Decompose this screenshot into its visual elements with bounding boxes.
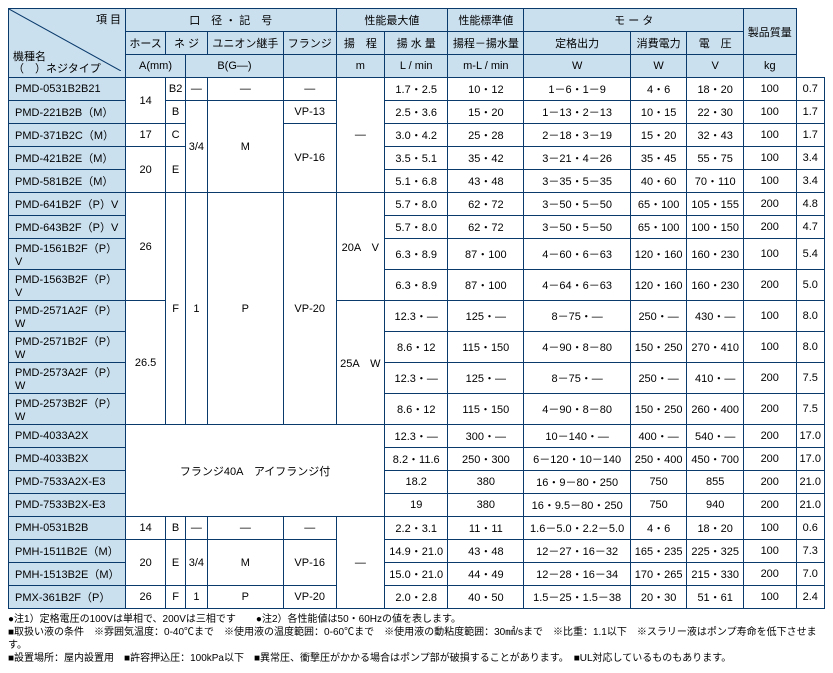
footnotes: ●注1）定格電圧の100Vは単相で、200Vは三相です ●注2）各性能値は50・… <box>8 613 825 665</box>
sh-head: 揚 程 <box>336 32 385 55</box>
sh-volt: 電 圧 <box>687 32 744 55</box>
sh-rated: 定格出力 <box>524 32 630 55</box>
corner-bottom: 機種名 （ ）ネジタイプ <box>13 51 101 75</box>
u-hose: A(mm) <box>126 55 186 78</box>
table-row: PMD-421B2E（M） 20 E 3.5・5.135・423－21・4－26… <box>9 147 825 170</box>
hdr-weight: 製品質量 <box>743 9 796 55</box>
u-hdfl: m-L / min <box>448 55 524 78</box>
sh-hdfl: 揚程－揚水量 <box>448 32 524 55</box>
u-flow: L / min <box>385 55 448 78</box>
u-rated: W <box>524 55 630 78</box>
note-1: ●注1）定格電圧の100Vは単相で、200Vは三相です ●注2）各性能値は50・… <box>8 613 825 626</box>
sh-screw: ネ ジ <box>166 32 208 55</box>
u-screw: B(G—) <box>186 55 284 78</box>
u-volt: V <box>687 55 744 78</box>
hdr-size: 口 径 ・ 記 号 <box>126 9 337 32</box>
sh-flow: 揚 水 量 <box>385 32 448 55</box>
hdr-motor: モ ー タ <box>524 9 744 32</box>
spec-table: 項 目 機種名 （ ）ネジタイプ 口 径 ・ 記 号 性能最大値 性能標準値 モ… <box>8 8 825 609</box>
u-kg: kg <box>743 55 796 78</box>
table-row: PMH-0531B2B 14B ——— — 2.2・3.111・111.6－5.… <box>9 517 825 540</box>
u-blank <box>283 55 336 78</box>
hdr-maxperf: 性能最大値 <box>336 9 448 32</box>
sh-flange: フランジ <box>283 32 336 55</box>
table-row: PMD-641B2F（P）V 26 F 1 P VP-20 20A V 5.7・… <box>9 193 825 216</box>
table-row: PMD-4033A2X フランジ40A アイフランジ付 12.3・—300・—1… <box>9 425 825 448</box>
sh-power: 消費電力 <box>630 32 687 55</box>
table-row: PMD-0531B2B21 14 B2 ——— — 1.7・2.510・121－… <box>9 78 825 101</box>
note-3: ■設置場所：屋内設置用 ■許容押込圧：100kPa以下 ■異常圧、衝撃圧がかかる… <box>8 652 825 665</box>
u-power: W <box>630 55 687 78</box>
corner-cell: 項 目 機種名 （ ）ネジタイプ <box>9 9 126 78</box>
u-head: m <box>336 55 385 78</box>
sh-hose: ホース <box>126 32 166 55</box>
table-row: PMD-371B2C（M） 17C VP-16 3.0・4.225・282－18… <box>9 124 825 147</box>
model-cell: PMD-0531B2B21 <box>9 78 126 101</box>
hdr-stdperf: 性能標準値 <box>448 9 524 32</box>
flange-note: フランジ40A アイフランジ付 <box>126 425 385 517</box>
note-2: ■取扱い液の条件 ※雰囲気温度：0-40℃まで ※使用液の温度範囲：0-60℃ま… <box>8 626 825 652</box>
corner-top: 項 目 <box>96 11 121 27</box>
table-row: PMX-361B2F（P） 26F 1P VP-20 2.0・2.840・501… <box>9 586 825 609</box>
table-row: PMD-2571A2F（P）W 26.5 25A W 12.3・—125・—8－… <box>9 301 825 332</box>
table-row: PMH-1511B2E（M） 20E 3/4M VP-16 14.9・21.04… <box>9 540 825 563</box>
sh-union: ユニオン継手 <box>207 32 283 55</box>
